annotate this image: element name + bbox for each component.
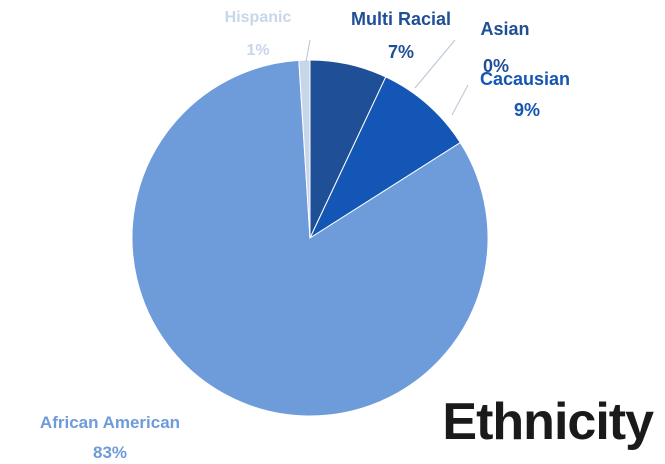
pie-slice-cacausian	[308, 76, 461, 240]
slice-value-hispanic: 1%	[246, 42, 269, 59]
pie-slice-african-american	[131, 59, 489, 417]
slice-name-multi-racial: Multi Racial	[351, 9, 451, 29]
slice-value-cacausian: 9%	[514, 100, 540, 120]
slice-name-african-american: African American	[40, 413, 180, 432]
slice-value-multi-racial: 7%	[388, 42, 414, 62]
pie-slice-hispanic	[298, 59, 311, 239]
leader-line	[414, 39, 456, 89]
leader-line	[451, 84, 469, 116]
chart-title: Ethnicity	[442, 393, 654, 451]
slice-name-asian: Asian	[480, 19, 529, 39]
slice-name-hispanic: Hispanic	[225, 9, 292, 26]
slice-value-asian: 0%	[483, 56, 509, 76]
leader-line	[305, 39, 311, 63]
slice-value-african-american: 83%	[93, 443, 127, 462]
slice-name-cacausian: Cacausian	[480, 69, 570, 89]
